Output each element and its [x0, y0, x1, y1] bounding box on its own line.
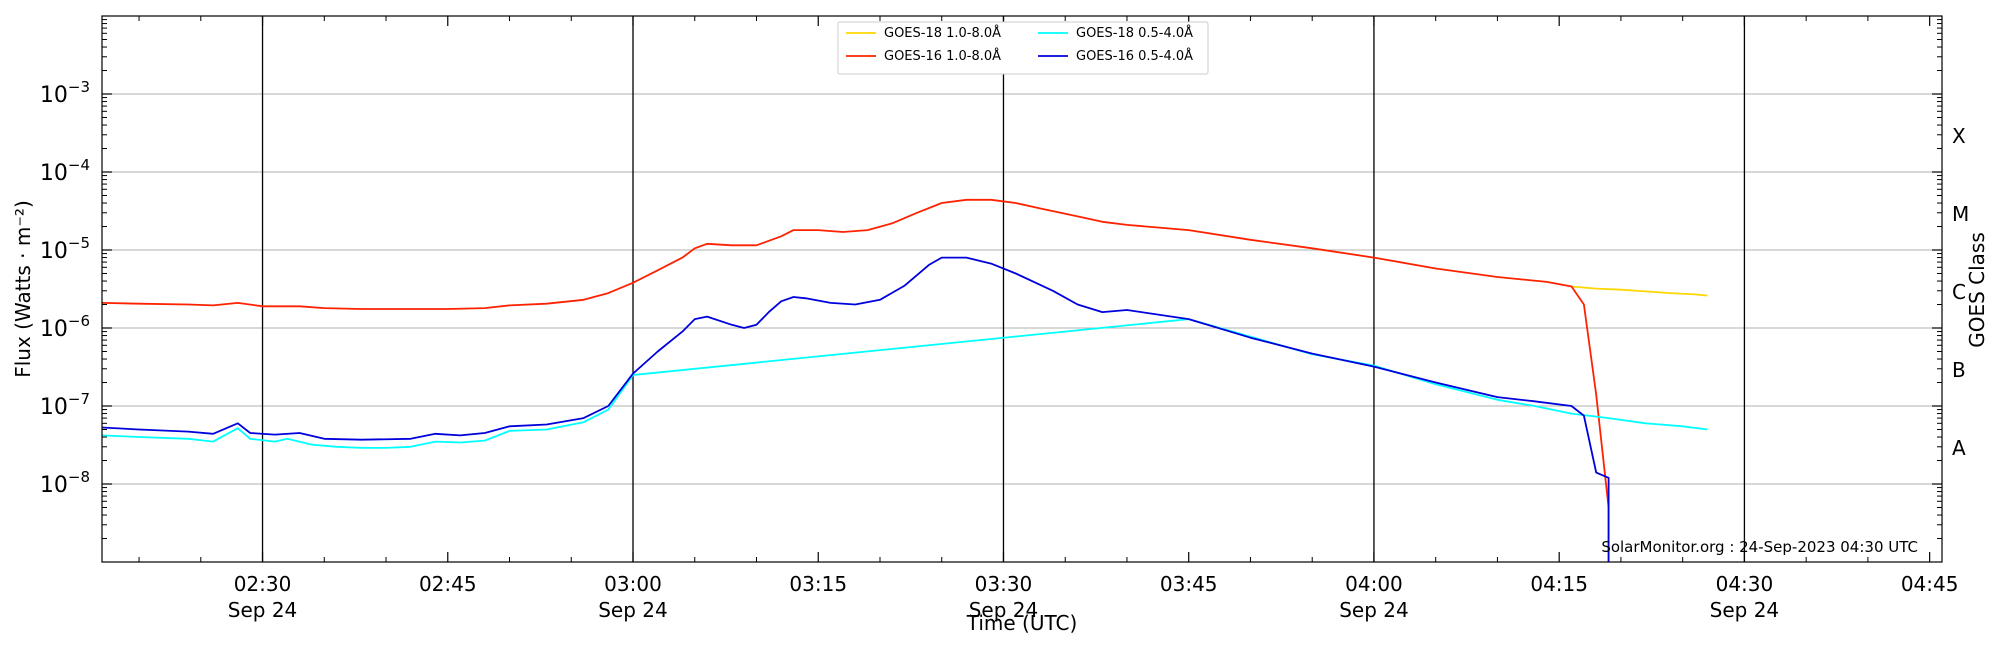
x-tick-date-label: Sep 24 — [969, 598, 1039, 622]
x-tick-label: 04:30 — [1716, 572, 1774, 596]
y-tick-label: 10−4 — [40, 156, 90, 186]
y-tick-label-base: 10 — [40, 473, 68, 498]
y-tick-label-exponent: −3 — [68, 78, 90, 96]
x-tick-label: 03:30 — [975, 572, 1033, 596]
x-tick-date-label: Sep 24 — [598, 598, 668, 622]
x-tick-label: 02:30 — [234, 572, 292, 596]
x-tick-label: 02:45 — [419, 572, 477, 596]
x-tick-label: 04:45 — [1901, 572, 1959, 596]
legend-label: GOES-18 0.5-4.0Å — [1076, 25, 1193, 41]
x-tick-date-label: Sep 24 — [228, 598, 298, 622]
vertical-lines-layer — [261, 16, 1746, 562]
goes-class-axis-label: GOES Class — [1965, 232, 1989, 348]
series-layer — [101, 198, 1708, 562]
y-tick-label-base: 10 — [40, 317, 68, 342]
legend-label: GOES-16 0.5-4.0Å — [1076, 48, 1193, 64]
legend-label: GOES-18 1.0-8.0Å — [884, 25, 1001, 41]
source-annotation: SolarMonitor.org : 24-Sep-2023 04:30 UTC — [1601, 538, 1918, 556]
y-tick-label-exponent: −8 — [68, 468, 90, 486]
legend-label: GOES-16 1.0-8.0Å — [884, 48, 1001, 64]
y-tick-label: 10−3 — [40, 78, 90, 108]
y-tick-label-base: 10 — [40, 239, 68, 264]
series-line — [101, 318, 1708, 449]
x-tick-date-label: Sep 24 — [1339, 598, 1409, 622]
goes-class-axis: A B C M X — [1952, 124, 1969, 460]
y-tick-label: 10−7 — [40, 390, 90, 420]
y-tick-label: 10−5 — [40, 234, 90, 264]
goes-class-label: A — [1952, 436, 1966, 460]
y-tick-label-exponent: −7 — [68, 390, 90, 408]
goes-class-label: X — [1952, 124, 1966, 148]
series-line — [101, 198, 1610, 562]
goes-class-label: B — [1952, 358, 1966, 382]
y-tick-label-exponent: −5 — [68, 234, 90, 252]
x-tick-label: 03:00 — [604, 572, 662, 596]
y-axis-label: Flux (Watts · m⁻²) — [11, 200, 35, 378]
x-tick-label: 04:00 — [1345, 572, 1403, 596]
y-tick-label-base: 10 — [40, 395, 68, 420]
legend: GOES-18 1.0-8.0Å GOES-16 1.0-8.0Å GOES-18 … — [837, 21, 1209, 75]
x-tick-label: 04:15 — [1530, 572, 1588, 596]
series-line — [1571, 285, 1708, 297]
y-tick-label-base: 10 — [40, 83, 68, 108]
grid-layer — [102, 93, 1942, 485]
goes-class-label: M — [1952, 202, 1969, 226]
x-tick-label: 03:45 — [1160, 572, 1218, 596]
y-tick-label-base: 10 — [40, 161, 68, 186]
y-tick-label-exponent: −6 — [68, 312, 90, 330]
x-tick-label: 03:15 — [789, 572, 847, 596]
x-axis-label: Time (UTC) — [966, 611, 1078, 635]
y-tick-label-exponent: −4 — [68, 156, 90, 174]
y-tick-label: 10−6 — [40, 312, 90, 342]
series-line — [101, 256, 1610, 562]
goes-class-label: C — [1952, 280, 1966, 304]
y-axis-ticks: 10−810−710−610−510−410−3 — [40, 19, 1942, 540]
plot-frame — [101, 15, 1943, 563]
legend-box — [837, 21, 1209, 75]
x-tick-date-label: Sep 24 — [1710, 598, 1780, 622]
y-tick-label: 10−8 — [40, 468, 90, 498]
